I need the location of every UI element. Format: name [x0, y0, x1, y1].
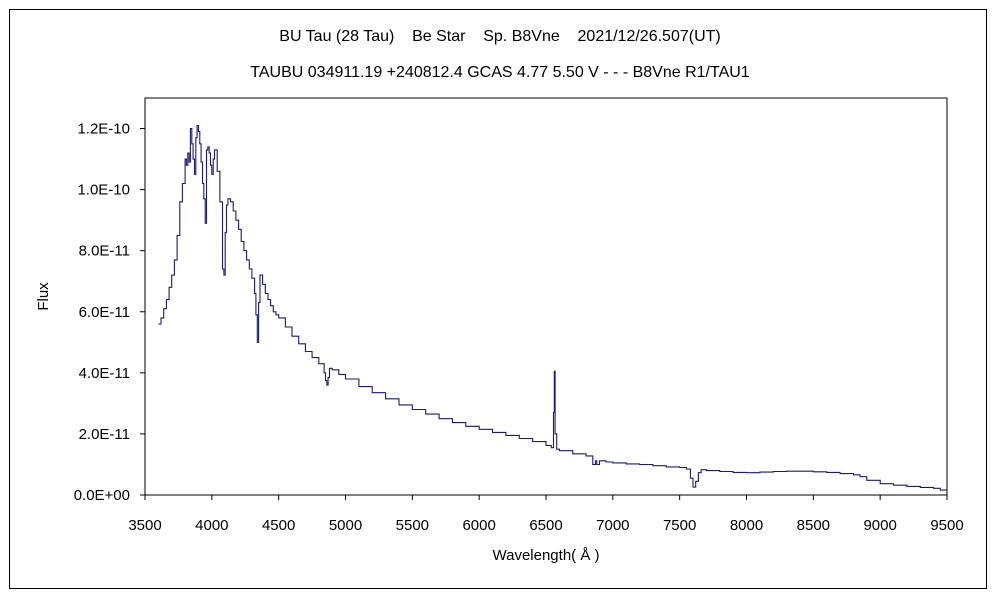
y-tick-label: 4.0E-11	[79, 365, 130, 382]
x-tick-label: 8000	[730, 517, 763, 534]
y-tick-label: 6.0E-11	[79, 304, 130, 321]
x-tick-label: 5000	[329, 517, 362, 534]
x-tick-label: 9500	[930, 517, 963, 534]
x-tick-label: 6500	[529, 517, 562, 534]
x-tick-label: 7500	[663, 517, 696, 534]
y-tick-label: 1.2E-10	[77, 121, 130, 138]
x-tick-label: 8500	[797, 517, 830, 534]
y-axis-title: Flux	[35, 282, 52, 311]
y-tick-label: 8.0E-11	[79, 243, 130, 260]
series-layer	[158, 124, 948, 492]
plot-area	[144, 97, 948, 496]
y-tick-label: 1.0E-10	[77, 182, 130, 199]
y-tick-label: 0.0E+00	[74, 487, 130, 504]
y-axis: 0.0E+00 2.0E-11 4.0E-11 6.0E-11 8.0E-11 1.0E-…	[74, 121, 145, 504]
spectrum-line-0	[158, 124, 948, 492]
y-tick-label: 2.0E-11	[79, 426, 130, 443]
chart-subtitle: TAUBU 034911.19 +240812.4 GCAS 4.77 5.50…	[250, 64, 750, 81]
x-tick-label: 7000	[596, 517, 629, 534]
x-tick-label: 4500	[262, 517, 295, 534]
x-axis: 3500 4000 4500 5000 5500 6000 6500 7000 7500 8000…	[128, 495, 964, 534]
x-tick-label: 4000	[195, 517, 228, 534]
x-tick-label: 9000	[863, 517, 896, 534]
chart-title: BU Tau (28 Tau) Be Star Sp. B8Vne 2021/1…	[279, 28, 721, 45]
x-tick-label: 6000	[462, 517, 495, 534]
x-tick-label: 5500	[396, 517, 429, 534]
x-tick-label: 3500	[128, 517, 161, 534]
x-axis-title: Wavelength( Å )	[493, 547, 600, 564]
